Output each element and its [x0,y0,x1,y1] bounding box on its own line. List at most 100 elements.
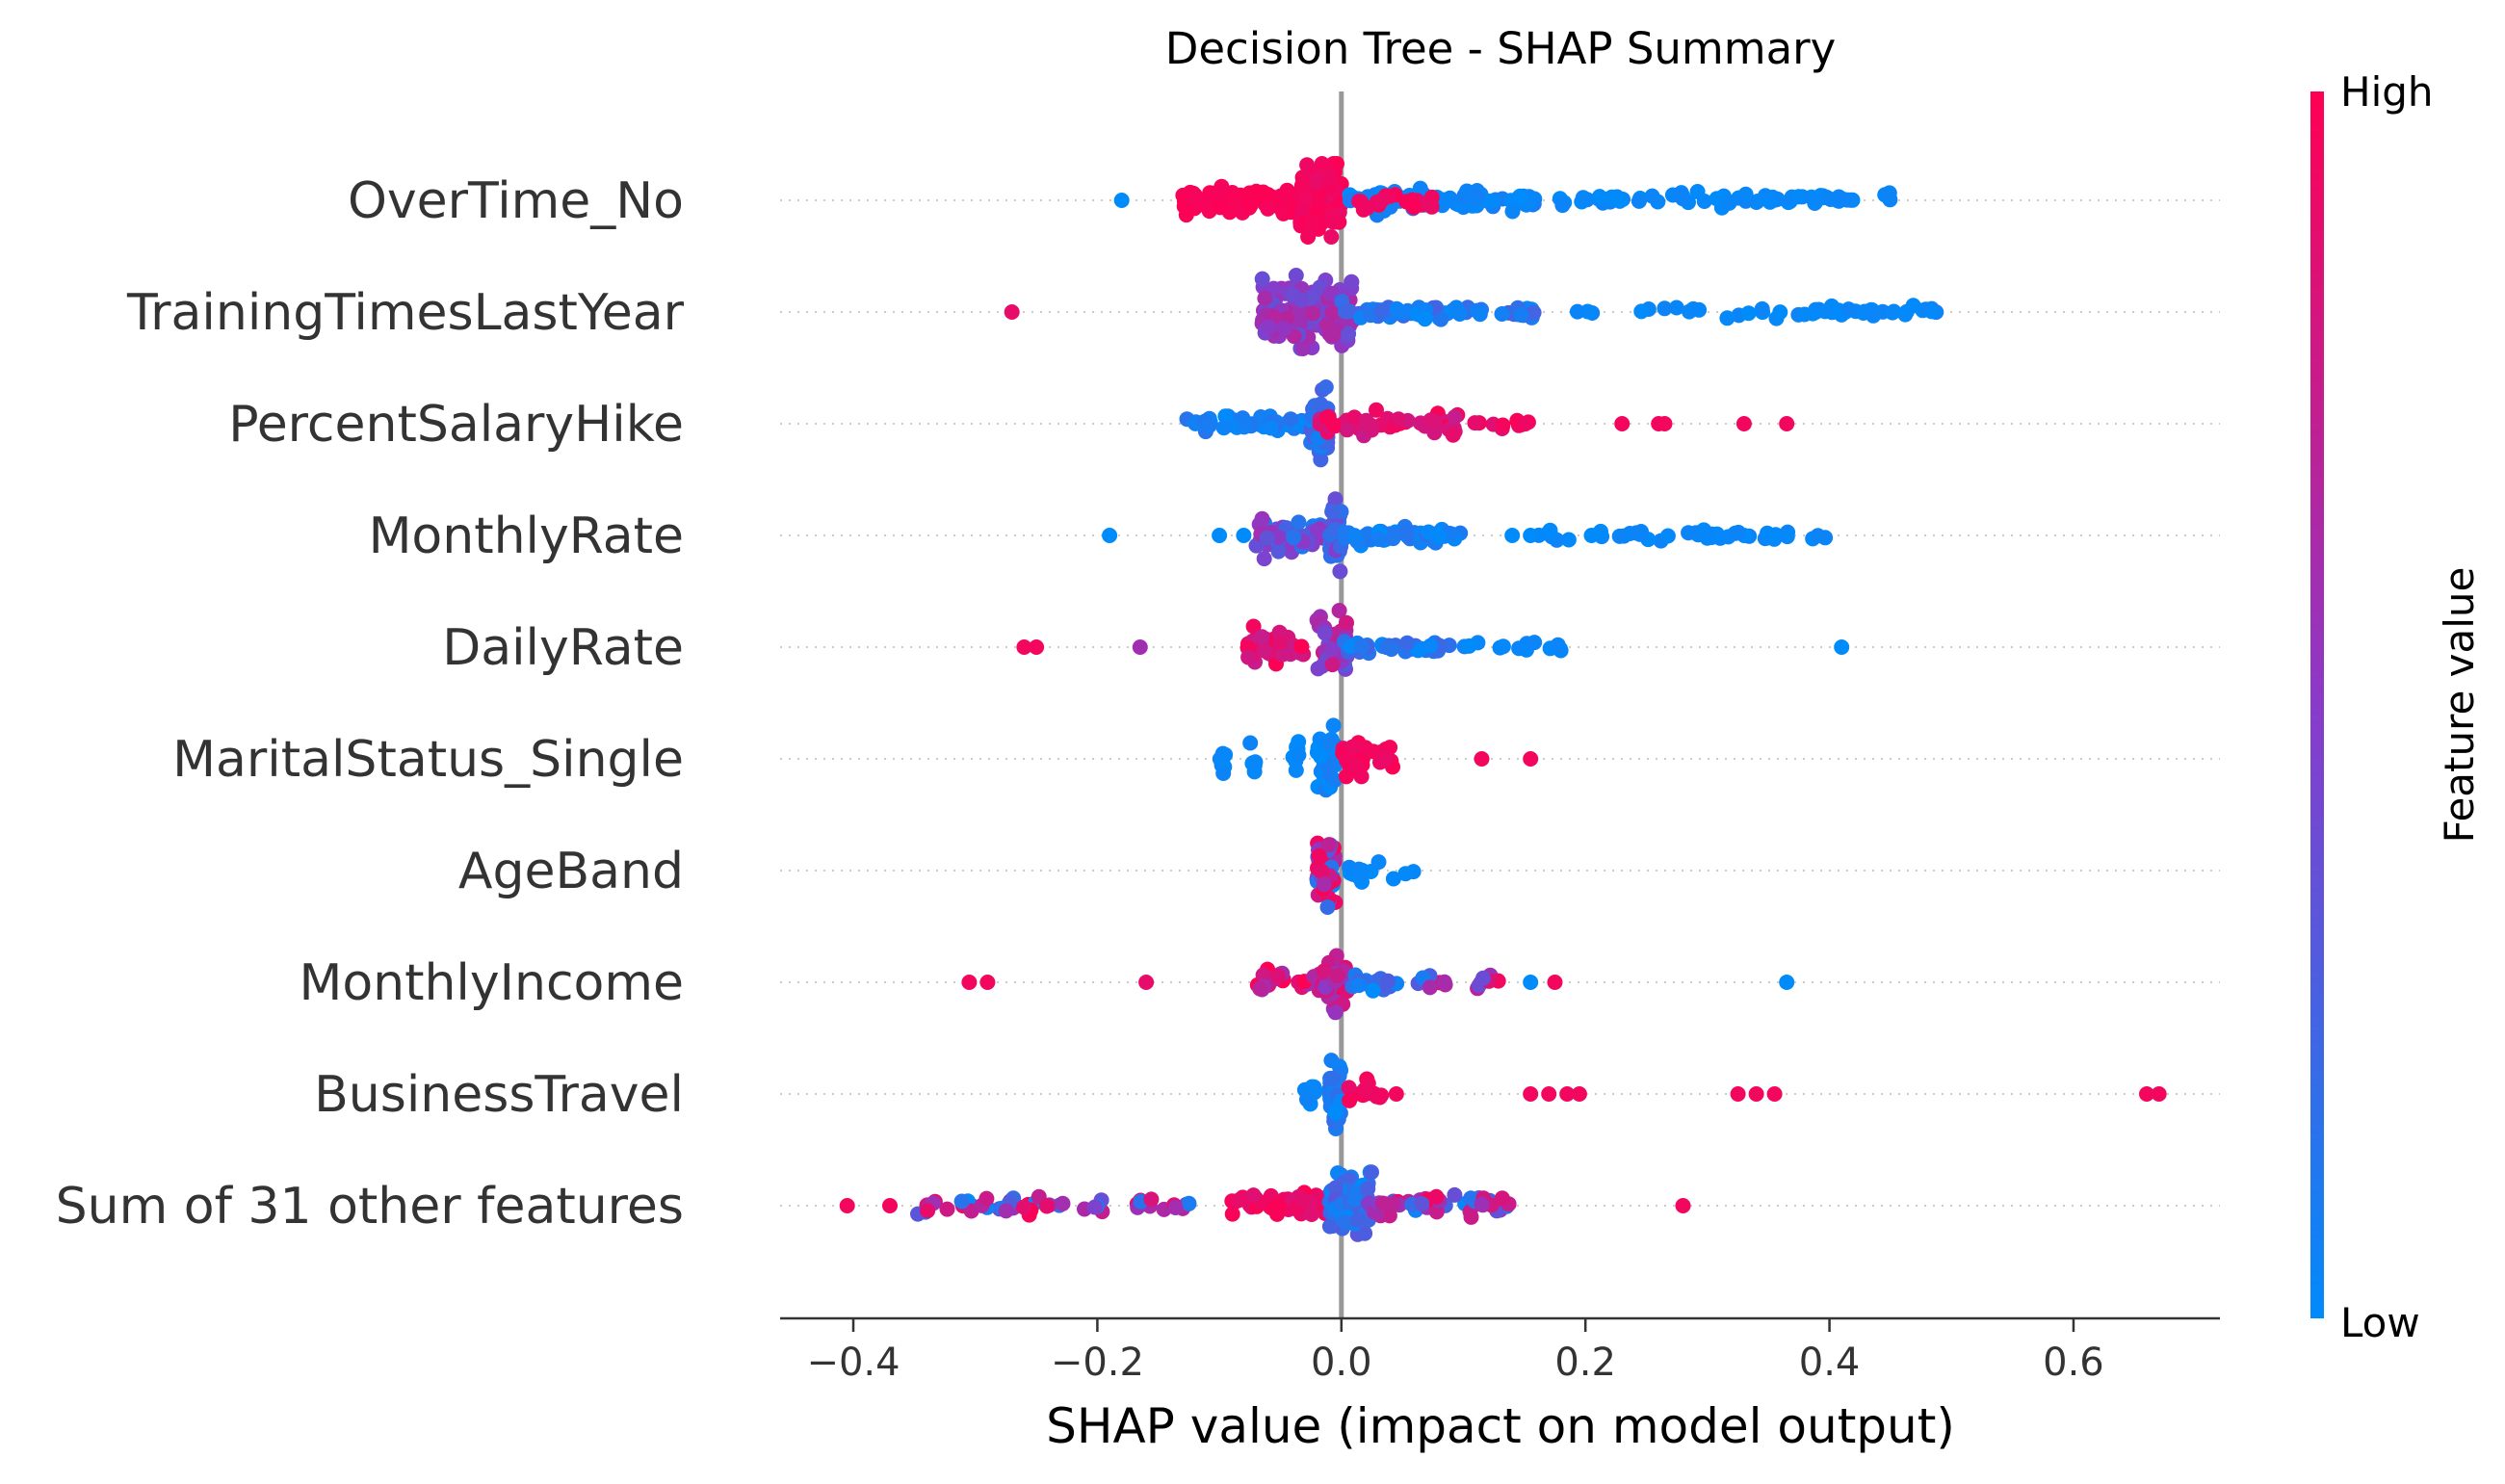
shap-point [1263,420,1279,436]
shap-point [1343,638,1359,655]
shap-point [1329,968,1345,984]
shap-point [1363,417,1379,433]
shap-point [1311,847,1327,864]
shap-point [1323,229,1340,245]
shap-point [1212,528,1228,543]
shap-point [1730,1086,1746,1102]
shap-point [1313,452,1329,468]
shap-point [1356,1081,1372,1098]
shap-point [1523,1086,1539,1102]
shap-point [1761,194,1778,210]
shap-point [1259,530,1275,546]
feature-label: BusinessTravel [314,1066,684,1124]
shap-point [1242,735,1259,751]
shap-point [1772,304,1788,321]
shap-point [1055,1195,1071,1211]
x-tick-label: 0.2 [1554,1341,1616,1385]
shap-point [1583,528,1600,543]
shap-point [1554,197,1571,214]
shap-point [1341,325,1357,342]
shap-point [1512,188,1528,204]
feature-label: DailyRate [442,619,684,677]
shap-point [1299,192,1316,208]
shap-point [1102,528,1118,543]
feature-label: Sum of 31 other features [56,1178,684,1236]
feature-label: TrainingTimesLastYear [126,284,685,342]
shap-point [1338,768,1354,785]
shap-point [1256,551,1272,567]
shap-point [1252,980,1268,997]
colorbar-title: Feature value [2436,567,2483,844]
shap-point [1754,300,1770,317]
x-tick-label: 0.4 [1799,1341,1861,1385]
shap-point [1327,1004,1344,1021]
shap-point [1325,717,1342,734]
shap-point [1447,409,1463,426]
shap-point [1227,192,1243,208]
shap-point [1560,532,1577,548]
shap-point [1283,411,1299,428]
shap-point [1547,975,1563,990]
shap-point [1324,1070,1341,1086]
shap-point [1523,528,1539,543]
colorbar-low-label: Low [2340,1299,2420,1346]
shap-point [1004,304,1020,320]
shap-point [1167,1200,1184,1215]
shap-point [1668,299,1684,316]
shap-point [1885,304,1900,321]
shap-point [1324,504,1341,520]
shap-point [1288,762,1304,778]
shap-point [1414,1196,1430,1211]
feature-label: MonthlyRate [369,508,684,565]
shap-point [1388,1086,1404,1102]
shap-point [1370,854,1387,871]
feature-label: OverTime_No [348,172,684,230]
shap-point [1270,529,1287,545]
shap-point [1237,414,1253,430]
shap-point [1016,639,1032,655]
shap-point [1321,169,1338,185]
shap-point [1339,614,1354,631]
shap-point [1357,1225,1373,1241]
shap-point [1881,185,1897,201]
shap-point [1276,321,1292,337]
shap-point [1217,408,1234,425]
shap-point [1339,422,1355,438]
shap-point [1633,524,1649,539]
shap-point [1342,1092,1358,1108]
shap-point [1319,899,1336,915]
shap-point [1351,977,1367,994]
shap-point [1337,1214,1353,1231]
shap-point [1286,530,1302,546]
shap-point [1699,527,1715,543]
beeswarm-points [839,156,2167,1242]
shap-point [1779,975,1795,990]
shap-point [1181,1195,1197,1211]
shap-point [1831,190,1847,206]
shap-point [1113,193,1130,208]
shap-point [920,1203,936,1219]
shap-point [1344,273,1360,290]
shap-point [1374,1195,1391,1211]
shap-point [1305,305,1321,322]
shap-point [1748,1086,1764,1102]
shap-point [1254,271,1270,287]
shap-point [979,975,996,990]
shap-point [1436,974,1452,990]
shap-point [1405,199,1422,216]
shap-point [1442,190,1458,206]
shap-point [1240,649,1257,665]
shap-point [1029,639,1045,655]
shap-point [1571,1086,1587,1102]
colorbar [2310,91,2324,1318]
shap-point [1383,641,1399,658]
shap-point [1291,514,1307,531]
shap-point [1779,416,1795,431]
shap-point [1354,638,1370,655]
shap-point [1657,416,1673,431]
shap-point [1523,975,1539,990]
shap-point [1810,528,1826,544]
shap-point [1322,736,1339,752]
shap-point [1719,310,1735,326]
shap-point [1360,1181,1376,1197]
